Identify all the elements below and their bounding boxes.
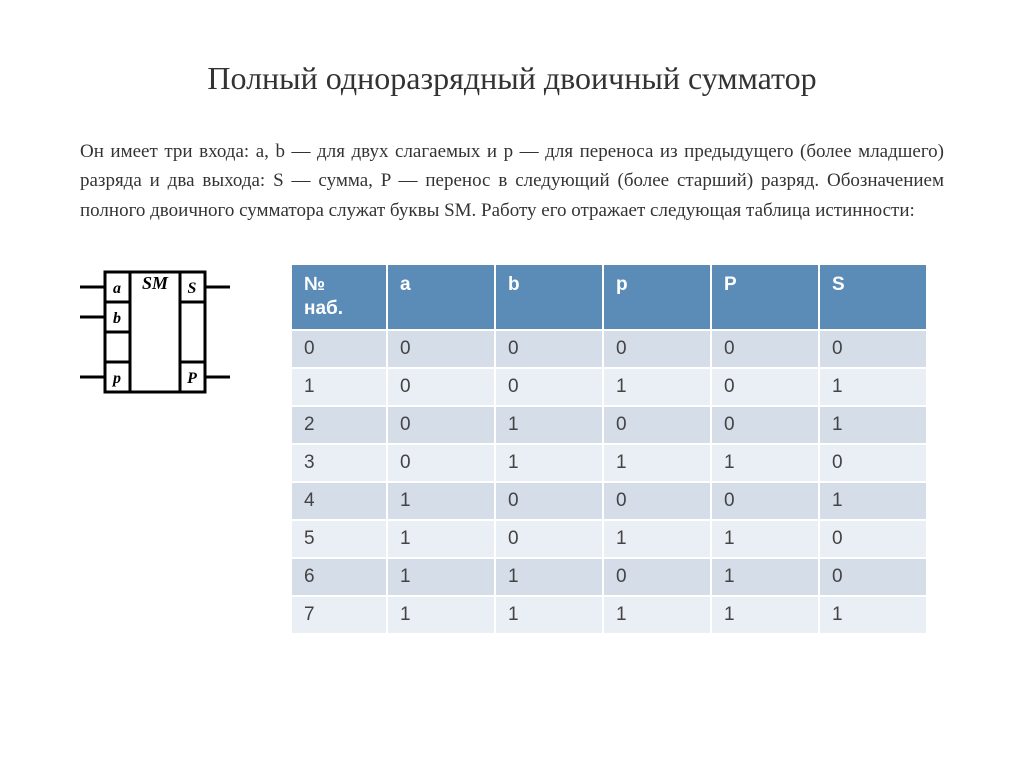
table-cell: 1 — [819, 368, 927, 406]
table-cell: 0 — [711, 368, 819, 406]
table-row: 711111 — [291, 596, 927, 634]
truth-table-head: №наб. a b p P S — [291, 264, 927, 330]
table-row: 301110 — [291, 444, 927, 482]
page-title: Полный одноразрядный двоичный сумматор — [80, 60, 944, 97]
adder-schematic: SM a b p S P — [80, 267, 230, 402]
input-b-label: b — [113, 310, 121, 327]
output-p-label: P — [186, 370, 197, 387]
table-cell: 0 — [603, 558, 711, 596]
table-row: 510110 — [291, 520, 927, 558]
table-row: 100101 — [291, 368, 927, 406]
table-cell: 1 — [495, 596, 603, 634]
table-cell: 7 — [291, 596, 387, 634]
table-cell: 0 — [603, 330, 711, 368]
schematic-svg: SM a b p S P — [80, 267, 230, 397]
table-cell: 0 — [711, 482, 819, 520]
table-cell: 0 — [711, 330, 819, 368]
table-cell: 0 — [819, 444, 927, 482]
col-header-b: b — [495, 264, 603, 330]
document-page: Полный одноразрядный двоичный сумматор О… — [0, 0, 1024, 675]
table-cell: 0 — [495, 520, 603, 558]
table-cell: 0 — [819, 330, 927, 368]
table-cell: 1 — [603, 596, 711, 634]
table-cell: 1 — [291, 368, 387, 406]
table-cell: 2 — [291, 406, 387, 444]
table-cell: 0 — [495, 368, 603, 406]
block-label: SM — [142, 273, 169, 293]
col-header-P: P — [711, 264, 819, 330]
table-cell: 1 — [603, 520, 711, 558]
table-cell: 0 — [387, 330, 495, 368]
table-cell: 5 — [291, 520, 387, 558]
table-row: 410001 — [291, 482, 927, 520]
description-text: Он имеет три входа: a, b — для двух слаг… — [80, 137, 944, 225]
input-a-label: a — [113, 280, 121, 297]
table-cell: 1 — [711, 444, 819, 482]
col-header-S: S — [819, 264, 927, 330]
table-cell: 0 — [495, 482, 603, 520]
table-cell: 1 — [495, 444, 603, 482]
table-cell: 0 — [819, 520, 927, 558]
table-cell: 1 — [603, 444, 711, 482]
table-cell: 1 — [387, 558, 495, 596]
table-cell: 0 — [387, 406, 495, 444]
table-cell: 1 — [711, 520, 819, 558]
table-cell: 1 — [819, 406, 927, 444]
table-cell: 0 — [387, 368, 495, 406]
table-cell: 0 — [603, 406, 711, 444]
input-p-label: p — [111, 370, 121, 387]
table-cell: 0 — [495, 330, 603, 368]
table-row: 000000 — [291, 330, 927, 368]
table-cell: 3 — [291, 444, 387, 482]
table-cell: 1 — [819, 482, 927, 520]
table-cell: 1 — [387, 482, 495, 520]
col-header-index: №наб. — [291, 264, 387, 330]
col-header-a: a — [387, 264, 495, 330]
truth-table: №наб. a b p P S 000000100101201001301110… — [290, 263, 928, 635]
table-cell: 4 — [291, 482, 387, 520]
table-row: 611010 — [291, 558, 927, 596]
table-cell: 0 — [291, 330, 387, 368]
table-cell: 1 — [819, 596, 927, 634]
table-cell: 0 — [603, 482, 711, 520]
table-row: 201001 — [291, 406, 927, 444]
table-cell: 6 — [291, 558, 387, 596]
col-header-p: p — [603, 264, 711, 330]
table-cell: 1 — [495, 406, 603, 444]
table-cell: 0 — [711, 406, 819, 444]
truth-table-body: 0000001001012010013011104100015101106110… — [291, 330, 927, 634]
table-cell: 1 — [603, 368, 711, 406]
table-cell: 0 — [387, 444, 495, 482]
table-cell: 1 — [387, 520, 495, 558]
table-cell: 1 — [495, 558, 603, 596]
table-cell: 1 — [711, 596, 819, 634]
table-cell: 0 — [819, 558, 927, 596]
table-cell: 1 — [387, 596, 495, 634]
output-s-label: S — [188, 280, 197, 297]
table-cell: 1 — [711, 558, 819, 596]
content-row: SM a b p S P — [80, 263, 944, 635]
